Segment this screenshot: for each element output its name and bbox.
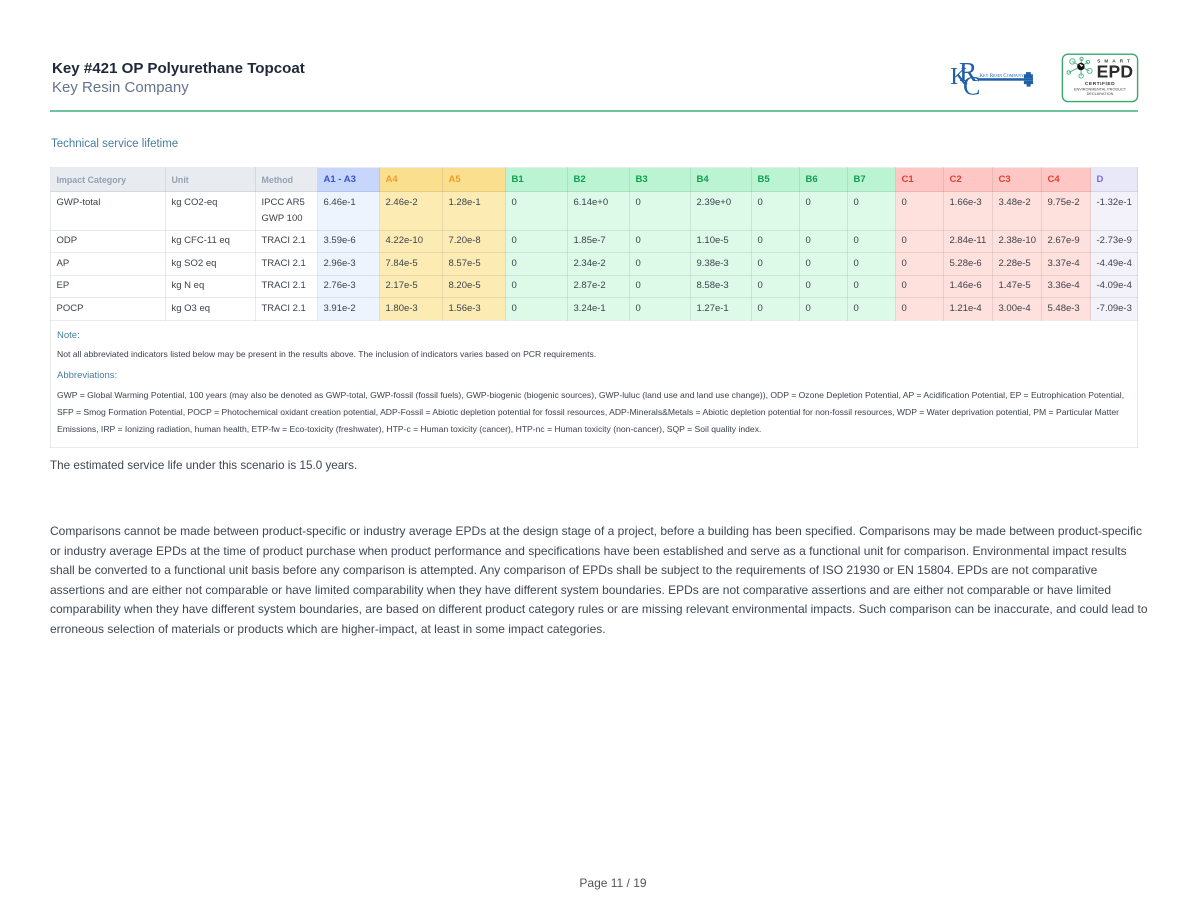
svg-text:ENVIRONMENTAL PRODUCT: ENVIRONMENTAL PRODUCT [1074, 87, 1127, 91]
svg-text:SMART: SMART [1097, 58, 1134, 63]
svg-text:DECLARATION: DECLARATION [1087, 92, 1114, 96]
svg-text:K: K [950, 64, 968, 90]
svg-text:Key Resin Company: Key Resin Company [979, 73, 1024, 79]
svg-text:C: C [963, 71, 980, 98]
svg-text:CERTIFIED: CERTIFIED [1085, 81, 1115, 87]
svg-text:R: R [959, 58, 978, 87]
svg-text:EPD: EPD [1097, 61, 1134, 81]
